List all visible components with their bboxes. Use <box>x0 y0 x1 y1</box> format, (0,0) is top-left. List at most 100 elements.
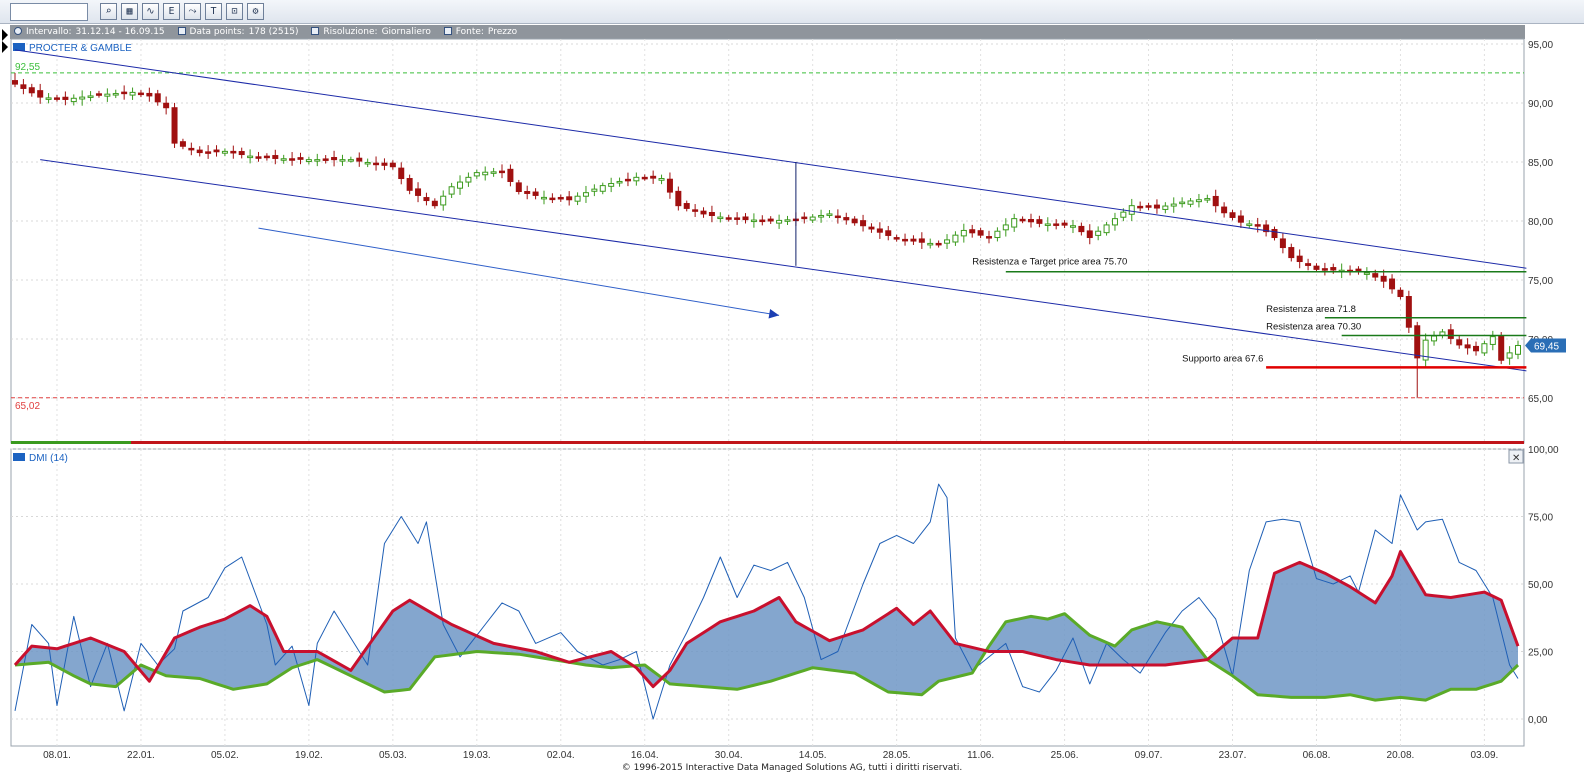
zoom-icon[interactable]: ⌕ <box>100 3 117 20</box>
candle-bear[interactable] <box>1456 339 1463 346</box>
candle-bear[interactable] <box>415 188 422 196</box>
candle-bull[interactable] <box>247 155 254 159</box>
candle-bear[interactable] <box>1263 224 1270 233</box>
candle-bear[interactable] <box>641 176 648 180</box>
candle-bear[interactable] <box>1153 204 1160 209</box>
candle-bull[interactable] <box>490 171 497 174</box>
candle-bull[interactable] <box>314 159 321 162</box>
candle-bear[interactable] <box>213 149 220 153</box>
candle-bear[interactable] <box>1473 345 1480 352</box>
candle-bear[interactable] <box>398 167 405 180</box>
candle-bear[interactable] <box>910 238 917 242</box>
candle-bull[interactable] <box>582 192 589 197</box>
candle-bear[interactable] <box>1405 296 1412 328</box>
candle-bear[interactable] <box>1221 206 1228 214</box>
collapse-arrow-icon[interactable] <box>2 29 8 41</box>
candle-bear[interactable] <box>1229 212 1236 218</box>
candle-bull[interactable] <box>473 172 480 177</box>
candle-bear[interactable] <box>1380 275 1387 282</box>
candle-bear[interactable] <box>263 155 270 159</box>
candle-bull[interactable] <box>305 159 312 162</box>
candle-bear[interactable] <box>37 90 44 98</box>
candle-bear[interactable] <box>499 170 506 174</box>
candle-bear[interactable] <box>1330 267 1337 271</box>
indicator-icon[interactable]: E <box>163 3 180 20</box>
candle-bear[interactable] <box>1296 255 1303 263</box>
save-icon[interactable]: ⊡ <box>226 3 243 20</box>
candle-bear[interactable] <box>725 217 732 220</box>
candle-bull[interactable] <box>1489 336 1496 345</box>
candle-bear[interactable] <box>381 162 388 166</box>
candle-bear[interactable] <box>1254 224 1261 227</box>
candle-bull[interactable] <box>818 214 825 218</box>
candle-bull[interactable] <box>574 195 581 202</box>
candle-bull[interactable] <box>457 181 464 189</box>
candle-bear[interactable] <box>977 230 984 236</box>
candle-bull[interactable] <box>448 186 455 195</box>
candle-bull[interactable] <box>1431 335 1438 342</box>
candle-bear[interactable] <box>675 190 682 207</box>
candle-bear[interactable] <box>969 229 976 234</box>
candle-bear[interactable] <box>431 200 438 207</box>
candle-bull[interactable] <box>1128 205 1135 215</box>
candle-bull[interactable] <box>1481 343 1488 354</box>
candle-bear[interactable] <box>62 96 69 100</box>
candle-bull[interactable] <box>1103 224 1110 234</box>
candle-bear[interactable] <box>1212 195 1219 207</box>
candle-bear[interactable] <box>1321 268 1328 271</box>
candle-bear[interactable] <box>918 238 925 243</box>
candle-bull[interactable] <box>482 171 489 176</box>
candle-bear[interactable] <box>986 236 993 239</box>
candle-bear[interactable] <box>1036 219 1043 224</box>
candle-bear[interactable] <box>1279 238 1286 249</box>
candle-bull[interactable] <box>1363 272 1370 275</box>
candle-bear[interactable] <box>255 156 262 159</box>
candle-bear[interactable] <box>389 162 396 168</box>
candle-bear[interactable] <box>1397 289 1404 298</box>
candle-bull[interactable] <box>45 97 52 100</box>
candle-bear[interactable] <box>851 218 858 224</box>
candle-bear[interactable] <box>373 162 380 166</box>
trend-arrow-line[interactable] <box>258 227 780 316</box>
candle-bear[interactable] <box>1086 230 1093 239</box>
candle-bear[interactable] <box>515 182 522 193</box>
candle-bear[interactable] <box>868 226 875 230</box>
candle-bear[interactable] <box>53 97 60 100</box>
candle-bear[interactable] <box>524 191 531 194</box>
candle-bear[interactable] <box>834 215 841 219</box>
candle-bull[interactable] <box>1246 223 1253 226</box>
symbol-input[interactable] <box>10 3 88 21</box>
candle-bear[interactable] <box>566 196 573 201</box>
candle-bull[interactable] <box>347 159 354 162</box>
candle-bear[interactable] <box>801 216 808 220</box>
candle-bear[interactable] <box>1019 218 1026 222</box>
candle-bull[interactable] <box>1044 223 1051 226</box>
candle-bull[interactable] <box>826 213 833 216</box>
candle-bull[interactable] <box>608 183 615 187</box>
candle-bear[interactable] <box>843 217 850 221</box>
candle-bear[interactable] <box>179 141 186 147</box>
candle-bear[interactable] <box>154 93 161 103</box>
candle-bear[interactable] <box>1137 205 1144 209</box>
candle-bull[interactable] <box>591 188 598 192</box>
candle-bear[interactable] <box>876 228 883 233</box>
candle-bear[interactable] <box>742 216 749 221</box>
candle-bear[interactable] <box>860 220 867 227</box>
candle-bear[interactable] <box>406 178 413 191</box>
candle-bull[interactable] <box>440 195 447 206</box>
candle-bear[interactable] <box>532 191 539 196</box>
candle-bear[interactable] <box>1271 228 1278 239</box>
adx-series-line[interactable] <box>14 483 1519 720</box>
candle-bear[interactable] <box>1498 335 1505 361</box>
expand-arrow-icon[interactable] <box>2 41 8 53</box>
candle-bull[interactable] <box>1162 205 1169 210</box>
close-dmi-button[interactable] <box>1508 449 1524 464</box>
candle-bear[interactable] <box>700 210 707 215</box>
candle-bull[interactable] <box>280 158 287 161</box>
candle-bear[interactable] <box>322 158 329 161</box>
candle-bear[interactable] <box>171 107 178 144</box>
candle-bull[interactable] <box>339 159 346 162</box>
candle-bull[interactable] <box>1204 198 1211 201</box>
candle-bull[interactable] <box>616 180 623 184</box>
candle-bull[interactable] <box>1515 344 1521 355</box>
